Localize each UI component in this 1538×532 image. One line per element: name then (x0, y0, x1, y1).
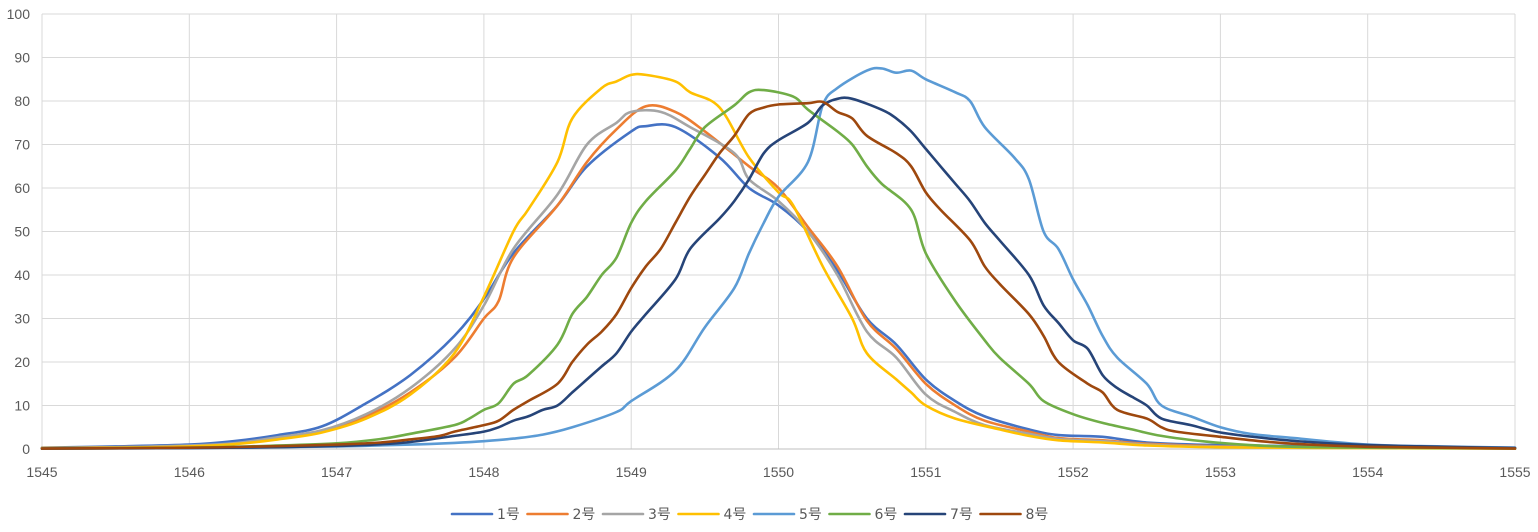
y-tick-label: 50 (14, 224, 30, 240)
grid-lines (41, 13, 1516, 450)
y-tick-label: 70 (14, 137, 30, 153)
series-line-5 (40, 66, 1517, 450)
y-tick-label: 60 (14, 180, 30, 196)
x-tick-label: 1551 (910, 464, 941, 480)
y-tick-label: 90 (14, 50, 30, 66)
x-tick-label: 1553 (1205, 464, 1236, 480)
y-tick-label: 0 (22, 441, 30, 457)
legend-label-4: 4号 (724, 507, 747, 523)
series-line-1 (40, 123, 1517, 449)
x-tick-label: 1545 (26, 464, 57, 480)
x-tick-label: 1550 (763, 464, 794, 480)
legend-label-8: 8号 (1026, 507, 1049, 523)
x-tick-label: 1548 (468, 464, 499, 480)
legend-label-1: 1号 (497, 507, 520, 523)
x-tick-label: 1552 (1058, 464, 1089, 480)
legend-label-3: 3号 (648, 507, 671, 523)
legend-label-2: 2号 (573, 507, 596, 523)
y-tick-label: 20 (14, 354, 30, 370)
y-tick-label: 100 (7, 6, 31, 22)
x-tick-label: 1549 (616, 464, 647, 480)
axis-tick-labels: 0 10 20 30 40 50 60 70 80 90 100 1545 1546 1547 1548 15… (7, 6, 1531, 480)
series-lines (40, 66, 1517, 450)
series-line-4 (40, 72, 1517, 450)
x-tick-label: 1546 (174, 464, 205, 480)
legend-label-5: 5号 (799, 507, 822, 523)
series-line-8 (40, 100, 1517, 450)
y-tick-label: 40 (14, 267, 30, 283)
x-tick-label: 1555 (1499, 464, 1530, 480)
x-tick-label: 1554 (1352, 464, 1383, 480)
y-tick-label: 80 (14, 93, 30, 109)
legend-label-6: 6号 (875, 507, 898, 523)
x-tick-label: 1547 (321, 464, 352, 480)
legend-label-7: 7号 (950, 507, 973, 523)
series-line-6 (40, 88, 1517, 450)
y-tick-label: 10 (14, 398, 30, 414)
y-tick-label: 30 (14, 311, 30, 327)
legend: 1号 2号 3号 4号 5号 6号 7号 8号 (450, 507, 1049, 523)
